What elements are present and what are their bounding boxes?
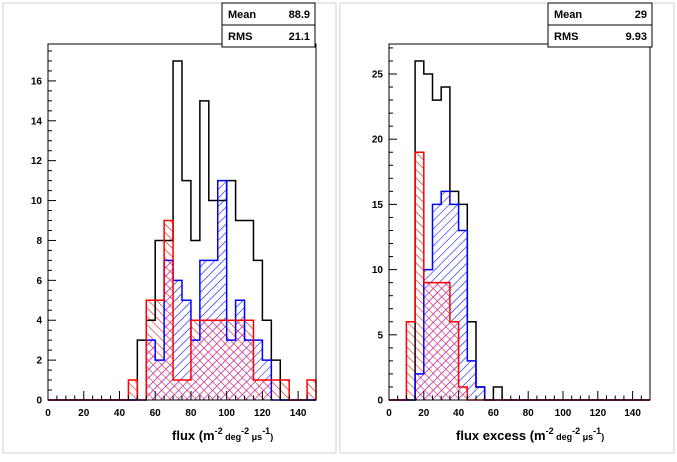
overlap-bin [226, 340, 236, 400]
x-tick-label: 140 [624, 408, 641, 419]
y-tick-label: 14 [31, 116, 43, 127]
y-tick-label: 8 [36, 236, 42, 247]
pad-frame [339, 2, 675, 454]
histogram-panel-2: 0 5 10 15 20 25 0 20 40 60 80 100 120 140 flux excess … [339, 2, 675, 454]
red-series-bin [307, 380, 316, 400]
x-tick-label: 20 [78, 408, 90, 419]
overlap-bin [164, 260, 174, 400]
y-tick-label: 5 [377, 330, 383, 341]
x-axis-label: flux (m-2 deg-2 μs-1) [172, 426, 273, 443]
overlap-bin [146, 340, 156, 400]
x-tick-label: 40 [453, 408, 465, 419]
overlap-bin [415, 373, 424, 400]
overlap-bin [155, 360, 165, 400]
y-tick-label: 10 [31, 196, 43, 207]
x-tick-label: 120 [589, 408, 606, 419]
stats-rms-value: 9.93 [626, 31, 647, 43]
x-tick-label: 80 [523, 408, 535, 419]
y-tick-label: 0 [36, 396, 42, 407]
blue-series-bin [173, 280, 182, 400]
x-tick-label: 0 [386, 408, 392, 419]
overlap-bin [173, 380, 182, 400]
overlap-bin [190, 340, 200, 400]
stats-rms-value: 21.1 [289, 31, 310, 43]
overlap-bin [449, 321, 459, 400]
x-tick-label: 100 [555, 408, 572, 419]
overlap-bin [244, 340, 254, 400]
x-tick-label: 100 [218, 408, 235, 419]
y-tick-label: 12 [31, 156, 43, 167]
stats-mean-value: 29 [635, 9, 647, 21]
blue-series-bin [182, 300, 191, 400]
stats-box: Mean 88.9 RMS 21.1 [221, 2, 316, 48]
y-tick-label: 25 [372, 69, 384, 80]
red-series-bin [128, 380, 138, 400]
histogram-panel-1: 0 2 4 6 8 10 12 14 16 0 20 40 60 80 100 120 140 flux (m-2… [2, 2, 337, 454]
stats-mean-label: Mean [554, 9, 582, 21]
stats-rms-label: RMS [228, 31, 252, 43]
overlap-bin [208, 320, 218, 400]
overlap-bin [199, 320, 209, 400]
y-tick-label: 6 [36, 276, 42, 287]
y-tick-label: 20 [372, 135, 384, 146]
y-tick-label: 16 [31, 76, 43, 87]
overlap-bin [182, 380, 191, 400]
red-series-bin [155, 300, 165, 400]
overlap-bin [432, 282, 442, 400]
overlap-bin [262, 380, 272, 400]
overlap-bin [458, 386, 468, 400]
x-tick-label: 20 [418, 408, 430, 419]
overlap-bin [217, 320, 227, 400]
blue-series-bin [476, 386, 485, 400]
x-tick-label: 60 [488, 408, 500, 419]
red-series-bin [280, 380, 290, 400]
stats-mean-value: 88.9 [289, 9, 310, 21]
x-tick-label: 0 [45, 408, 51, 419]
red-series-bin [406, 321, 416, 400]
x-axis-label: flux excess (m-2 deg-2 μs-1) [456, 426, 604, 443]
red-series-bin [271, 380, 281, 400]
blue-series-bin [217, 180, 227, 400]
stats-rms-label: RMS [554, 31, 578, 43]
x-tick-label: 80 [185, 408, 197, 419]
stats-box: Mean 29 RMS 9.93 [547, 2, 653, 48]
x-tick-label: 120 [254, 408, 271, 419]
overlap-bin [423, 282, 433, 400]
x-tick-label: 140 [290, 408, 307, 419]
y-tick-label: 10 [372, 265, 384, 276]
x-tick-label: 60 [150, 408, 162, 419]
overlap-bin [235, 320, 245, 400]
stats-mean-label: Mean [228, 9, 256, 21]
y-tick-label: 4 [36, 316, 42, 327]
overlap-bin [441, 282, 450, 400]
y-tick-label: 0 [377, 396, 383, 407]
x-tick-label: 40 [114, 408, 126, 419]
blue-series-bin [467, 360, 476, 400]
blue-series-bin [449, 204, 459, 400]
blue-series-bin [253, 340, 263, 400]
overlap-bin [253, 380, 263, 400]
y-tick-label: 2 [36, 356, 42, 367]
red-series-bin [415, 152, 424, 400]
y-tick-label: 15 [372, 200, 384, 211]
blue-series-bin [458, 230, 468, 400]
